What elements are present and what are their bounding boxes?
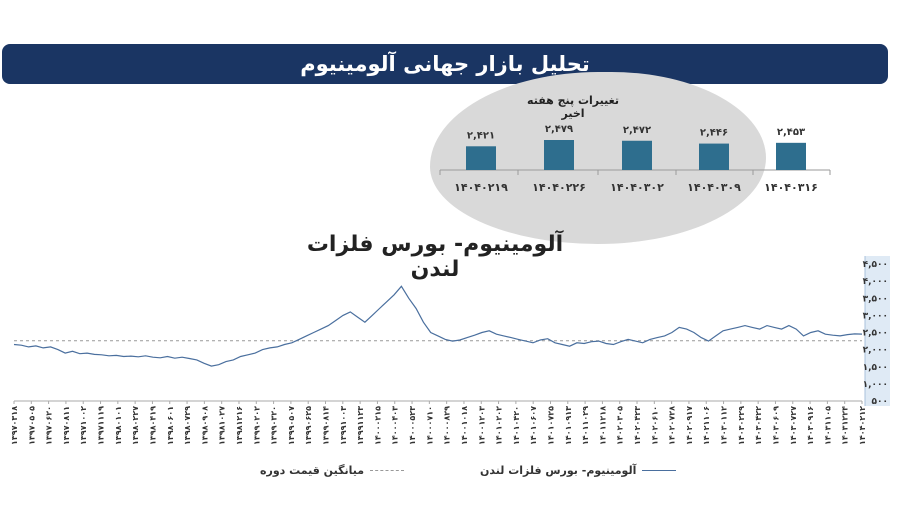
y-tick-label: ۴,۰۰۰ xyxy=(863,277,888,287)
x-tick-label: ۱۳۹۷۰۸۱۱ xyxy=(62,406,71,445)
x-tick-label: ۱۳۹۸۰۲۲۷ xyxy=(131,406,140,445)
x-tick-label: ۱۳۹۹۰۵۰۷ xyxy=(287,406,296,445)
x-tick-label: ۱۴۰۲۱۱۰۶ xyxy=(702,406,711,445)
x-tick-label: ۱۴۰۳۱۲۲۴ xyxy=(841,406,850,445)
x-tick-label: ۱۴۰۲۰۹۱۷ xyxy=(685,406,694,445)
weekly-bar xyxy=(622,140,652,170)
y-tick-label: ۱,۰۰۰ xyxy=(863,380,888,390)
weekly-bar xyxy=(776,142,806,170)
x-tick-label: ۱۴۰۳۰۱۱۲ xyxy=(720,406,729,445)
y-axis-band xyxy=(865,256,890,406)
x-tick-label: ۱۳۹۸۰۹۰۸ xyxy=(200,406,209,445)
x-tick-label: ۱۴۰۰۰۵۲۳ xyxy=(408,406,417,445)
weekly-bar-value-label: ۲,۴۴۶ xyxy=(700,128,728,139)
x-tick-label: ۱۳۹۷۰۶۲۰ xyxy=(45,406,54,445)
legend-average: میانگین قیمت دوره xyxy=(260,464,405,477)
x-tick-label: ۱۴۰۳۱۱۰۵ xyxy=(823,406,832,445)
weekly-bar-value-label: ۲,۴۷۹ xyxy=(545,124,573,135)
x-tick-label: ۱۳۹۹۰۶۲۵ xyxy=(304,406,313,445)
x-tick-label: ۱۴۰۲۰۶۱۰ xyxy=(650,406,659,445)
legend-series-swatch xyxy=(642,470,677,471)
page-title: تحلیل بازار جهانی آلومینیوم xyxy=(300,52,590,76)
legend-series-label: آلومینیوم- بورس فلزات لندن xyxy=(480,464,637,477)
x-tick-label: ۱۴۰۳۰۲۲۹ xyxy=(737,406,746,445)
x-tick-label: ۱۳۹۸۱۰۲۷ xyxy=(218,406,227,445)
x-tick-label: ۱۴۰۱۰۷۲۵ xyxy=(546,406,555,445)
x-tick-label: ۱۴۰۴۰۲۱۲ xyxy=(858,406,867,445)
y-tick-label: ۴,۵۰۰ xyxy=(863,260,888,270)
weekly-bar-value-label: ۲,۴۵۳ xyxy=(777,127,805,138)
x-tick-label: ۱۴۰۰۰۷۱۰ xyxy=(425,406,434,445)
x-tick-label: ۱۴۰۳۰۶۰۹ xyxy=(771,406,780,445)
x-tick-label: ۱۴۰۱۰۹۱۳ xyxy=(564,406,573,445)
x-tick-label: ۱۴۰۱۱۲۱۸ xyxy=(598,406,607,445)
x-tick-label: ۱۴۰۰۱۰۱۸ xyxy=(460,406,469,445)
chart-title: آلومینیوم- بورس فلزات لندن xyxy=(306,232,564,282)
x-tick-label: ۱۴۰۳۰۷۲۷ xyxy=(789,406,798,445)
x-tick-label: ۱۳۹۷۰۵۰۵ xyxy=(27,406,36,445)
x-tick-label: ۱۳۹۹۰۳۲۰ xyxy=(270,406,279,445)
x-tick-label: ۱۳۹۹۱۱۲۳ xyxy=(356,406,365,445)
x-tick-label: ۱۴۰۱۰۲۰۲ xyxy=(495,406,504,445)
y-tick-label: ۳,۵۰۰ xyxy=(863,294,888,304)
weekly-date-label: ۱۴۰۴۰۳۰۲ xyxy=(610,181,664,194)
weekly-bar xyxy=(466,146,496,170)
x-tick-label: ۱۳۹۸۱۲۱۶ xyxy=(235,406,244,445)
weekly-panel-label: تغییرات پنج هفته اخیر xyxy=(527,94,619,120)
x-tick-label: ۱۳۹۸۰۱۰۱ xyxy=(114,406,123,445)
x-tick-label: ۱۴۰۳۰۴۲۲ xyxy=(754,406,763,445)
price-series-line xyxy=(13,285,863,367)
x-tick-label: ۱۴۰۰۱۲۰۳ xyxy=(477,406,486,445)
x-tick-label: ۱۴۰۲۰۳۰۵ xyxy=(616,406,625,445)
x-tick-label: ۱۴۰۱۰۴۲۰ xyxy=(512,406,521,445)
y-tick-label: ۲,۵۰۰ xyxy=(863,329,888,339)
weekly-bar xyxy=(544,140,574,170)
x-tick-label: ۱۴۰۰۰۲۱۵ xyxy=(373,406,382,445)
y-tick-label: ۳,۰۰۰ xyxy=(863,311,888,321)
weekly-date-label: ۱۴۰۴۰۳۰۹ xyxy=(687,181,741,194)
y-tick-label: ۲,۰۰۰ xyxy=(863,346,888,356)
x-tick-label: ۱۳۹۹۱۰۰۳ xyxy=(339,406,348,445)
x-tick-label: ۱۳۹۷۱۱۱۹ xyxy=(97,406,106,445)
weekly-date-label: ۱۴۰۴۰۳۱۶ xyxy=(764,181,818,194)
x-tick-label: ۱۳۹۸۰۷۲۹ xyxy=(183,406,192,445)
y-tick-label: ۱,۵۰۰ xyxy=(863,363,888,373)
x-tick-label: ۱۳۹۷۰۳۱۸ xyxy=(10,406,19,445)
y-tick-label: ۵۰۰ xyxy=(872,397,888,407)
legend-average-label: میانگین قیمت دوره xyxy=(260,464,365,477)
x-tick-label: ۱۴۰۱۰۶۰۷ xyxy=(529,406,538,445)
x-tick-label: ۱۴۰۰۰۸۲۹ xyxy=(443,406,452,445)
x-tick-label: ۱۴۰۱۱۰۲۹ xyxy=(581,406,590,445)
x-tick-label: ۱۴۰۳۰۹۱۶ xyxy=(806,406,815,445)
weekly-date-label: ۱۴۰۴۰۲۱۹ xyxy=(454,181,508,194)
x-tick-label: ۱۳۹۸۰۴۱۹ xyxy=(148,406,157,445)
x-tick-label: ۱۳۹۸۰۶۰۱ xyxy=(166,406,175,445)
x-tick-label: ۱۳۹۹۰۲۰۲ xyxy=(252,406,261,445)
x-tick-label: ۱۳۹۹۰۸۱۴ xyxy=(322,406,331,445)
weekly-bar xyxy=(699,143,729,170)
x-tick-label: ۱۴۰۲۰۷۲۸ xyxy=(668,406,677,445)
weekly-date-label: ۱۴۰۴۰۲۲۶ xyxy=(532,181,586,194)
legend-average-swatch xyxy=(370,470,405,471)
x-tick-label: ۱۴۰۲۰۴۲۳ xyxy=(633,406,642,445)
x-tick-label: ۱۳۹۷۱۰۰۲ xyxy=(79,406,88,445)
weekly-bar-value-label: ۲,۴۷۲ xyxy=(623,125,651,136)
x-tick-label: ۱۴۰۰۰۴۰۳ xyxy=(391,406,400,445)
legend-series: آلومینیوم- بورس فلزات لندن xyxy=(480,464,677,477)
header-banner: تحلیل بازار جهانی آلومینیوم xyxy=(2,44,888,84)
weekly-bar-value-label: ۲,۴۲۱ xyxy=(467,130,495,141)
